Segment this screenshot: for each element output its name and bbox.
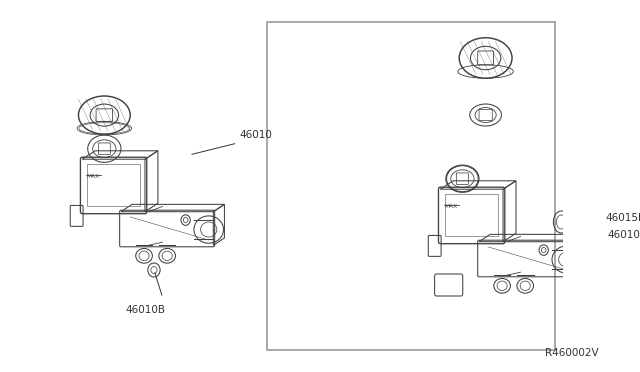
Text: 46015K: 46015K [605,213,640,223]
Text: 46010B: 46010B [125,305,165,315]
Text: MAX: MAX [87,174,100,179]
Bar [268,22,555,350]
Bar [87,164,140,206]
Text: MAX: MAX [445,204,458,209]
Text: 46010: 46010 [239,130,272,140]
Text: 46010: 46010 [608,230,640,240]
Bar [445,195,499,237]
Text: R460002V: R460002V [545,348,599,358]
